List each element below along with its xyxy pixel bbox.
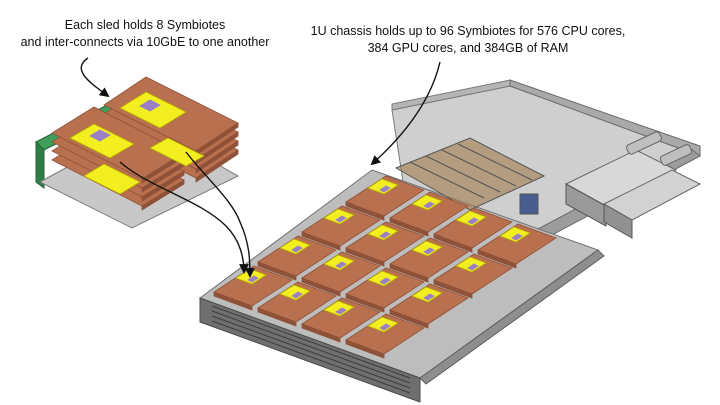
sled-board-stack	[51, 76, 239, 211]
sled-caption-line2: and inter-connects via 10GbE to one anot…	[20, 35, 270, 49]
heatsink	[367, 270, 399, 287]
chassis-sled	[389, 283, 469, 329]
chassis-sled	[477, 223, 557, 269]
symbiote-board-edge	[433, 233, 473, 253]
chassis-sled	[213, 265, 293, 311]
symbiote-board-edge	[345, 201, 385, 221]
heatsink	[411, 286, 443, 303]
heatsink	[83, 163, 141, 195]
chassis-sled	[301, 205, 381, 251]
heatsink-label	[335, 215, 347, 223]
heatsink	[279, 238, 311, 255]
power-supplies	[564, 131, 702, 239]
psu-handle	[626, 131, 662, 155]
symbiote-board-edge	[389, 309, 429, 329]
symbiote-board-edge	[389, 217, 429, 237]
symbiote-board-edge	[345, 293, 385, 313]
chassis-sled	[301, 297, 381, 343]
symbiote-board-edge	[195, 140, 239, 174]
heatsink-label	[291, 291, 303, 299]
heatsink	[69, 123, 135, 159]
heatsink-label	[291, 245, 303, 253]
heatsink	[149, 137, 205, 167]
symbiote-board-edge	[195, 149, 239, 183]
heatsink-label	[379, 323, 391, 331]
symbiote-board-edge	[433, 279, 473, 299]
heatsink-label	[423, 247, 435, 255]
chassis-sled	[345, 221, 425, 267]
heatsink-label	[335, 307, 347, 315]
chassis-sled-grid	[213, 175, 557, 359]
chassis-sled	[257, 281, 337, 327]
chassis-sled	[433, 207, 513, 253]
curved-arrow-icon	[185, 151, 255, 278]
sled-backplane-pcb-face	[35, 140, 45, 189]
symbiote-board-edge	[301, 277, 341, 297]
heatsink-label	[89, 129, 111, 142]
heatsink	[323, 208, 355, 225]
symbiote-board-edge	[141, 170, 185, 202]
curved-arrow-icon	[119, 161, 249, 274]
chassis-sled	[345, 267, 425, 313]
symbiote-board-edge	[257, 307, 297, 327]
heatsink	[279, 284, 311, 301]
symbiote-board-edge	[477, 249, 517, 269]
heatsink	[367, 178, 399, 195]
chassis-caption: 1U chassis holds up to 96 Symbiotes for …	[308, 23, 628, 57]
chassis-sled	[257, 235, 337, 281]
heatsink	[323, 254, 355, 271]
symbiote-board-edge	[301, 323, 341, 343]
symbiote-board-edge	[141, 161, 185, 193]
chassis-sled	[433, 253, 513, 299]
heatsink-label	[335, 261, 347, 269]
heatsink	[411, 194, 443, 211]
heatsink-label	[379, 231, 391, 239]
heatsink-label	[511, 233, 523, 241]
symbiote-board-edge	[301, 231, 341, 251]
psu-1-front	[565, 183, 607, 227]
heatsink	[499, 226, 531, 243]
symbiote-board-edge	[141, 179, 185, 211]
symbiote-board-edge	[257, 261, 297, 281]
heatsink-label	[379, 185, 391, 193]
chassis-tray-side	[419, 249, 605, 385]
interconnect-cage	[394, 137, 546, 215]
heatsink	[323, 300, 355, 317]
symbiote-board-edge	[195, 131, 239, 165]
chassis-sled	[389, 191, 469, 237]
heatsink	[455, 256, 487, 273]
chassis-sled	[345, 313, 425, 359]
exploded-sled	[35, 76, 240, 229]
chassis-sled	[389, 237, 469, 283]
psu-handle	[659, 144, 693, 166]
symbiote-board-edge	[345, 247, 385, 267]
sled-caption-line1: Each sled holds 8 Symbiotes	[64, 18, 226, 32]
chassis-sled	[345, 175, 425, 221]
curved-arrow-icon	[370, 61, 441, 166]
symbiote-board-edge	[389, 263, 429, 283]
heatsink-label	[467, 217, 479, 225]
symbiote-board-edge	[213, 291, 253, 311]
chassis-front-panel	[199, 297, 421, 403]
curved-arrow-icon	[80, 57, 110, 98]
chassis-caption-line1: 1U chassis holds up to 96 Symbiotes for …	[310, 24, 626, 38]
heatsink	[367, 224, 399, 241]
psu-2-front	[603, 203, 633, 239]
chassis-caption-line2: 384 GPU cores, and 384GB of RAM	[367, 41, 569, 55]
heatsink	[411, 240, 443, 257]
heatsink-label	[467, 263, 479, 271]
heatsink	[119, 91, 187, 129]
heatsink-label	[423, 201, 435, 209]
symbiote-board-edge	[345, 339, 385, 359]
heatsink-label	[423, 293, 435, 301]
sled-caption: Each sled holds 8 Symbiotes and inter-co…	[20, 17, 270, 51]
heatsink	[367, 316, 399, 333]
front-vent-grille	[211, 305, 411, 394]
chassis-sled	[301, 251, 381, 297]
heatsink-label	[379, 277, 391, 285]
heatsink	[455, 210, 487, 227]
heatsink-label	[139, 99, 161, 112]
